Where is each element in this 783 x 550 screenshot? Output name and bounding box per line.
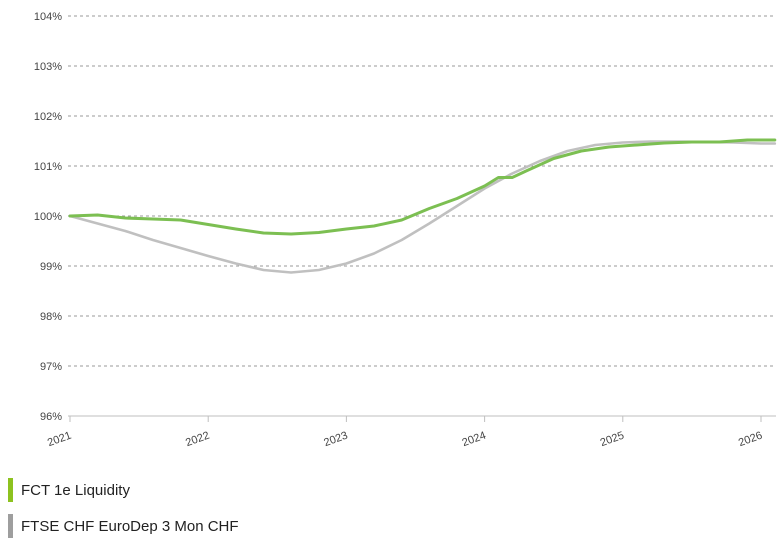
legend-label-ftse: FTSE CHF EuroDep 3 Mon CHF bbox=[21, 517, 239, 535]
x-tick-label: 2026 bbox=[737, 430, 764, 450]
legend-item-ftse[interactable]: FTSE CHF EuroDep 3 Mon CHF bbox=[0, 514, 239, 538]
legend-swatch-ftse bbox=[8, 514, 13, 538]
y-tick-label: 98% bbox=[40, 311, 62, 323]
legend-label-fct: FCT 1e Liquidity bbox=[21, 481, 130, 499]
y-tick-label: 102% bbox=[34, 111, 62, 123]
series-line-fct-1e-liquidity bbox=[68, 138, 777, 236]
y-tick-label: 104% bbox=[34, 11, 62, 23]
y-axis-tick-labels: 96% 97% 98% 99% 100% 101% 102% 103% 104% bbox=[34, 11, 62, 423]
legend-item-fct[interactable]: FCT 1e Liquidity bbox=[0, 478, 239, 502]
y-tick-label: 101% bbox=[34, 161, 62, 173]
line-chart: 96%97%98%99%100%101%102%103%104% 2021 202… bbox=[34, 11, 777, 450]
series-lines bbox=[68, 138, 777, 274]
x-tick-label: 2024 bbox=[461, 430, 488, 450]
x-tick-label: 2022 bbox=[184, 430, 211, 450]
x-axis-tick-labels: 2021 2022 2023 2024 2025 2026 bbox=[46, 430, 764, 450]
x-tick-label: 2023 bbox=[322, 430, 349, 450]
y-tick-label: 100% bbox=[34, 211, 62, 223]
legend: FCT 1e Liquidity FTSE CHF EuroDep 3 Mon … bbox=[0, 478, 239, 550]
y-tick-label: 96% bbox=[40, 411, 62, 423]
x-tick-label: 2021 bbox=[46, 430, 73, 450]
legend-swatch-fct bbox=[8, 478, 13, 502]
y-tick-label: 97% bbox=[40, 361, 62, 373]
series-line-ftse-chf-eurodep bbox=[68, 140, 777, 274]
y-tick-label: 99% bbox=[40, 261, 62, 273]
y-tick-label: 103% bbox=[34, 61, 62, 73]
grid-lines bbox=[68, 15, 776, 422]
x-tick-label: 2025 bbox=[599, 430, 626, 450]
